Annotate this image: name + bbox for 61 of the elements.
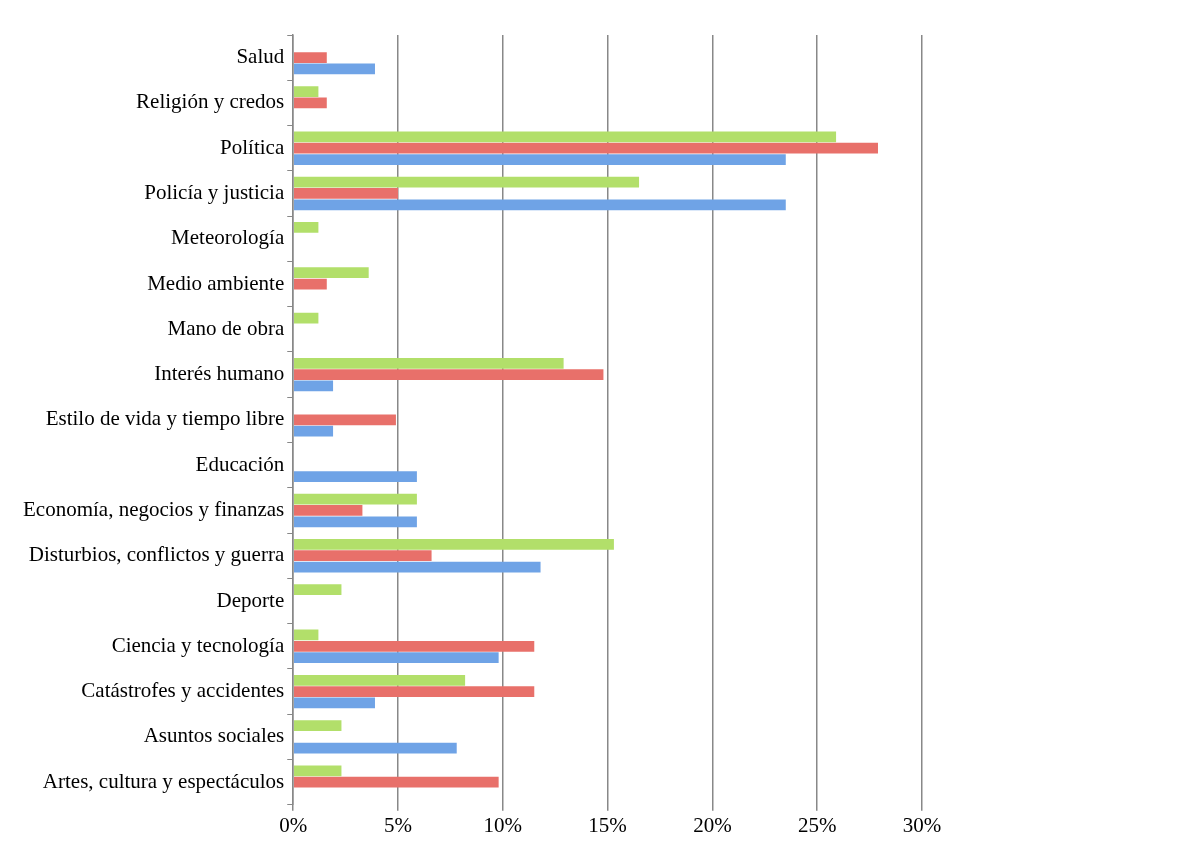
bar [294,686,535,697]
bar [294,742,457,754]
bar [294,471,417,482]
x-tick-label: 20% [693,812,732,837]
bar [294,380,334,392]
bar [294,369,604,380]
y-tick-label: Policía y justicia [144,180,285,204]
y-tick-label: Medio ambiente [147,270,285,295]
bar [294,414,396,426]
bar [294,765,342,777]
bar [294,697,375,709]
y-tick-label: Mano de obra [167,315,285,340]
bar [294,188,399,199]
x-tick-label: 5% [384,812,413,837]
bar [294,312,319,324]
bar [294,52,327,64]
x-tick-label: 0% [279,812,308,837]
bar [294,539,614,550]
bar [294,176,640,188]
bar [294,493,417,505]
bar [294,629,319,641]
y-tick-label: Estilo de vida y tiempo libre [45,406,285,431]
y-tick-label: Artes, cultura y espectáculos [42,768,285,793]
bar [294,640,535,652]
bar [294,97,327,109]
y-tick-label: Política [220,134,285,159]
bar [294,63,375,75]
y-tick-label: Disturbios, conflictos y guerra [28,542,285,567]
bar [294,199,786,211]
bar [294,142,878,154]
bar [294,154,786,165]
bar [294,278,327,290]
y-tick-label: Asuntos sociales [143,723,285,748]
x-tick-label: 15% [588,812,627,837]
y-tick-label: Religión y credos [136,89,285,114]
bar [294,131,837,143]
bar [294,652,499,664]
bar [294,584,342,596]
bar [294,776,499,788]
y-tick-label: Meteorología [171,225,285,250]
bar [294,505,363,516]
x-tick-label: 25% [797,812,837,837]
y-tick-label: Salud [236,44,285,69]
x-tick-label: 30% [902,812,942,837]
bar [294,222,319,233]
y-tick-label: Catástrofes y accidentes [81,678,285,703]
y-tick-label: Deporte [216,587,285,612]
y-tick-label: Ciencia y tecnología [111,632,285,657]
bar [294,674,466,686]
bar [294,86,319,97]
y-tick-label: Interés humano [154,361,285,386]
bar [294,720,342,731]
y-tick-label: Economía, negocios y finanzas [23,496,285,521]
bar [294,561,541,573]
bar [294,267,369,279]
bar [294,550,432,562]
bar [294,516,417,528]
bar [294,357,564,369]
y-tick-label: Educación [195,451,285,476]
x-tick-label: 10% [483,812,523,837]
bar [294,425,334,437]
